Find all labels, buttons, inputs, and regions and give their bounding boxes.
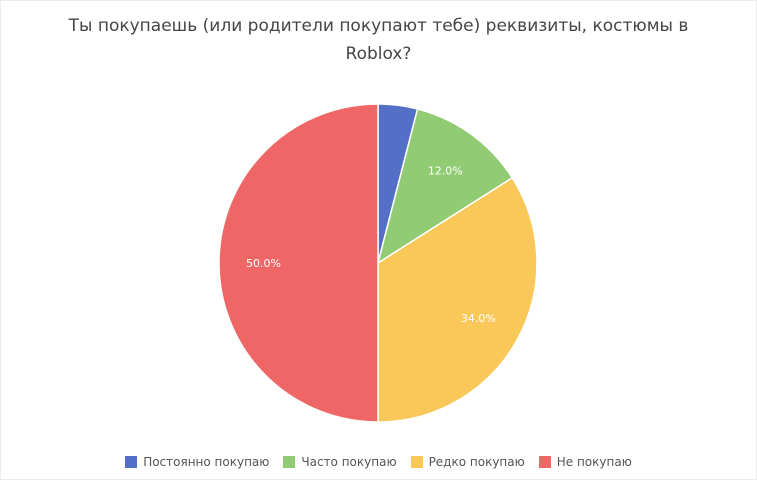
legend-item-constantly[interactable]: Постоянно покупаю	[125, 455, 269, 469]
legend-swatch	[538, 456, 551, 468]
legend-item-never[interactable]: Не покупаю	[538, 455, 632, 469]
legend-item-often[interactable]: Часто покупаю	[283, 455, 397, 469]
slice-label: 50.0%	[246, 257, 281, 270]
pie-slice[interactable]	[218, 103, 379, 423]
pie-slice[interactable]	[376, 108, 514, 265]
chart-title: Ты покупаешь (или родители покупают тебе…	[68, 16, 689, 64]
legend-label: Часто покупаю	[301, 455, 397, 469]
slice-label: 34.0%	[461, 312, 496, 325]
legend-swatch	[410, 456, 423, 468]
legend-swatch	[283, 456, 296, 468]
pie-chart: 12.0% 34.0% 50.0%	[218, 103, 538, 423]
legend-item-rarely[interactable]: Редко покупаю	[410, 455, 525, 469]
legend-label: Постоянно покупаю	[143, 455, 270, 469]
legend-label: Не покупаю	[556, 455, 632, 469]
legend-label: Редко покупаю	[428, 455, 525, 469]
legend: Постоянно покупаю Часто покупаю Редко по…	[0, 455, 757, 469]
legend-swatch	[125, 456, 138, 468]
slice-label: 12.0%	[428, 164, 463, 177]
pie-slice[interactable]	[377, 176, 538, 423]
